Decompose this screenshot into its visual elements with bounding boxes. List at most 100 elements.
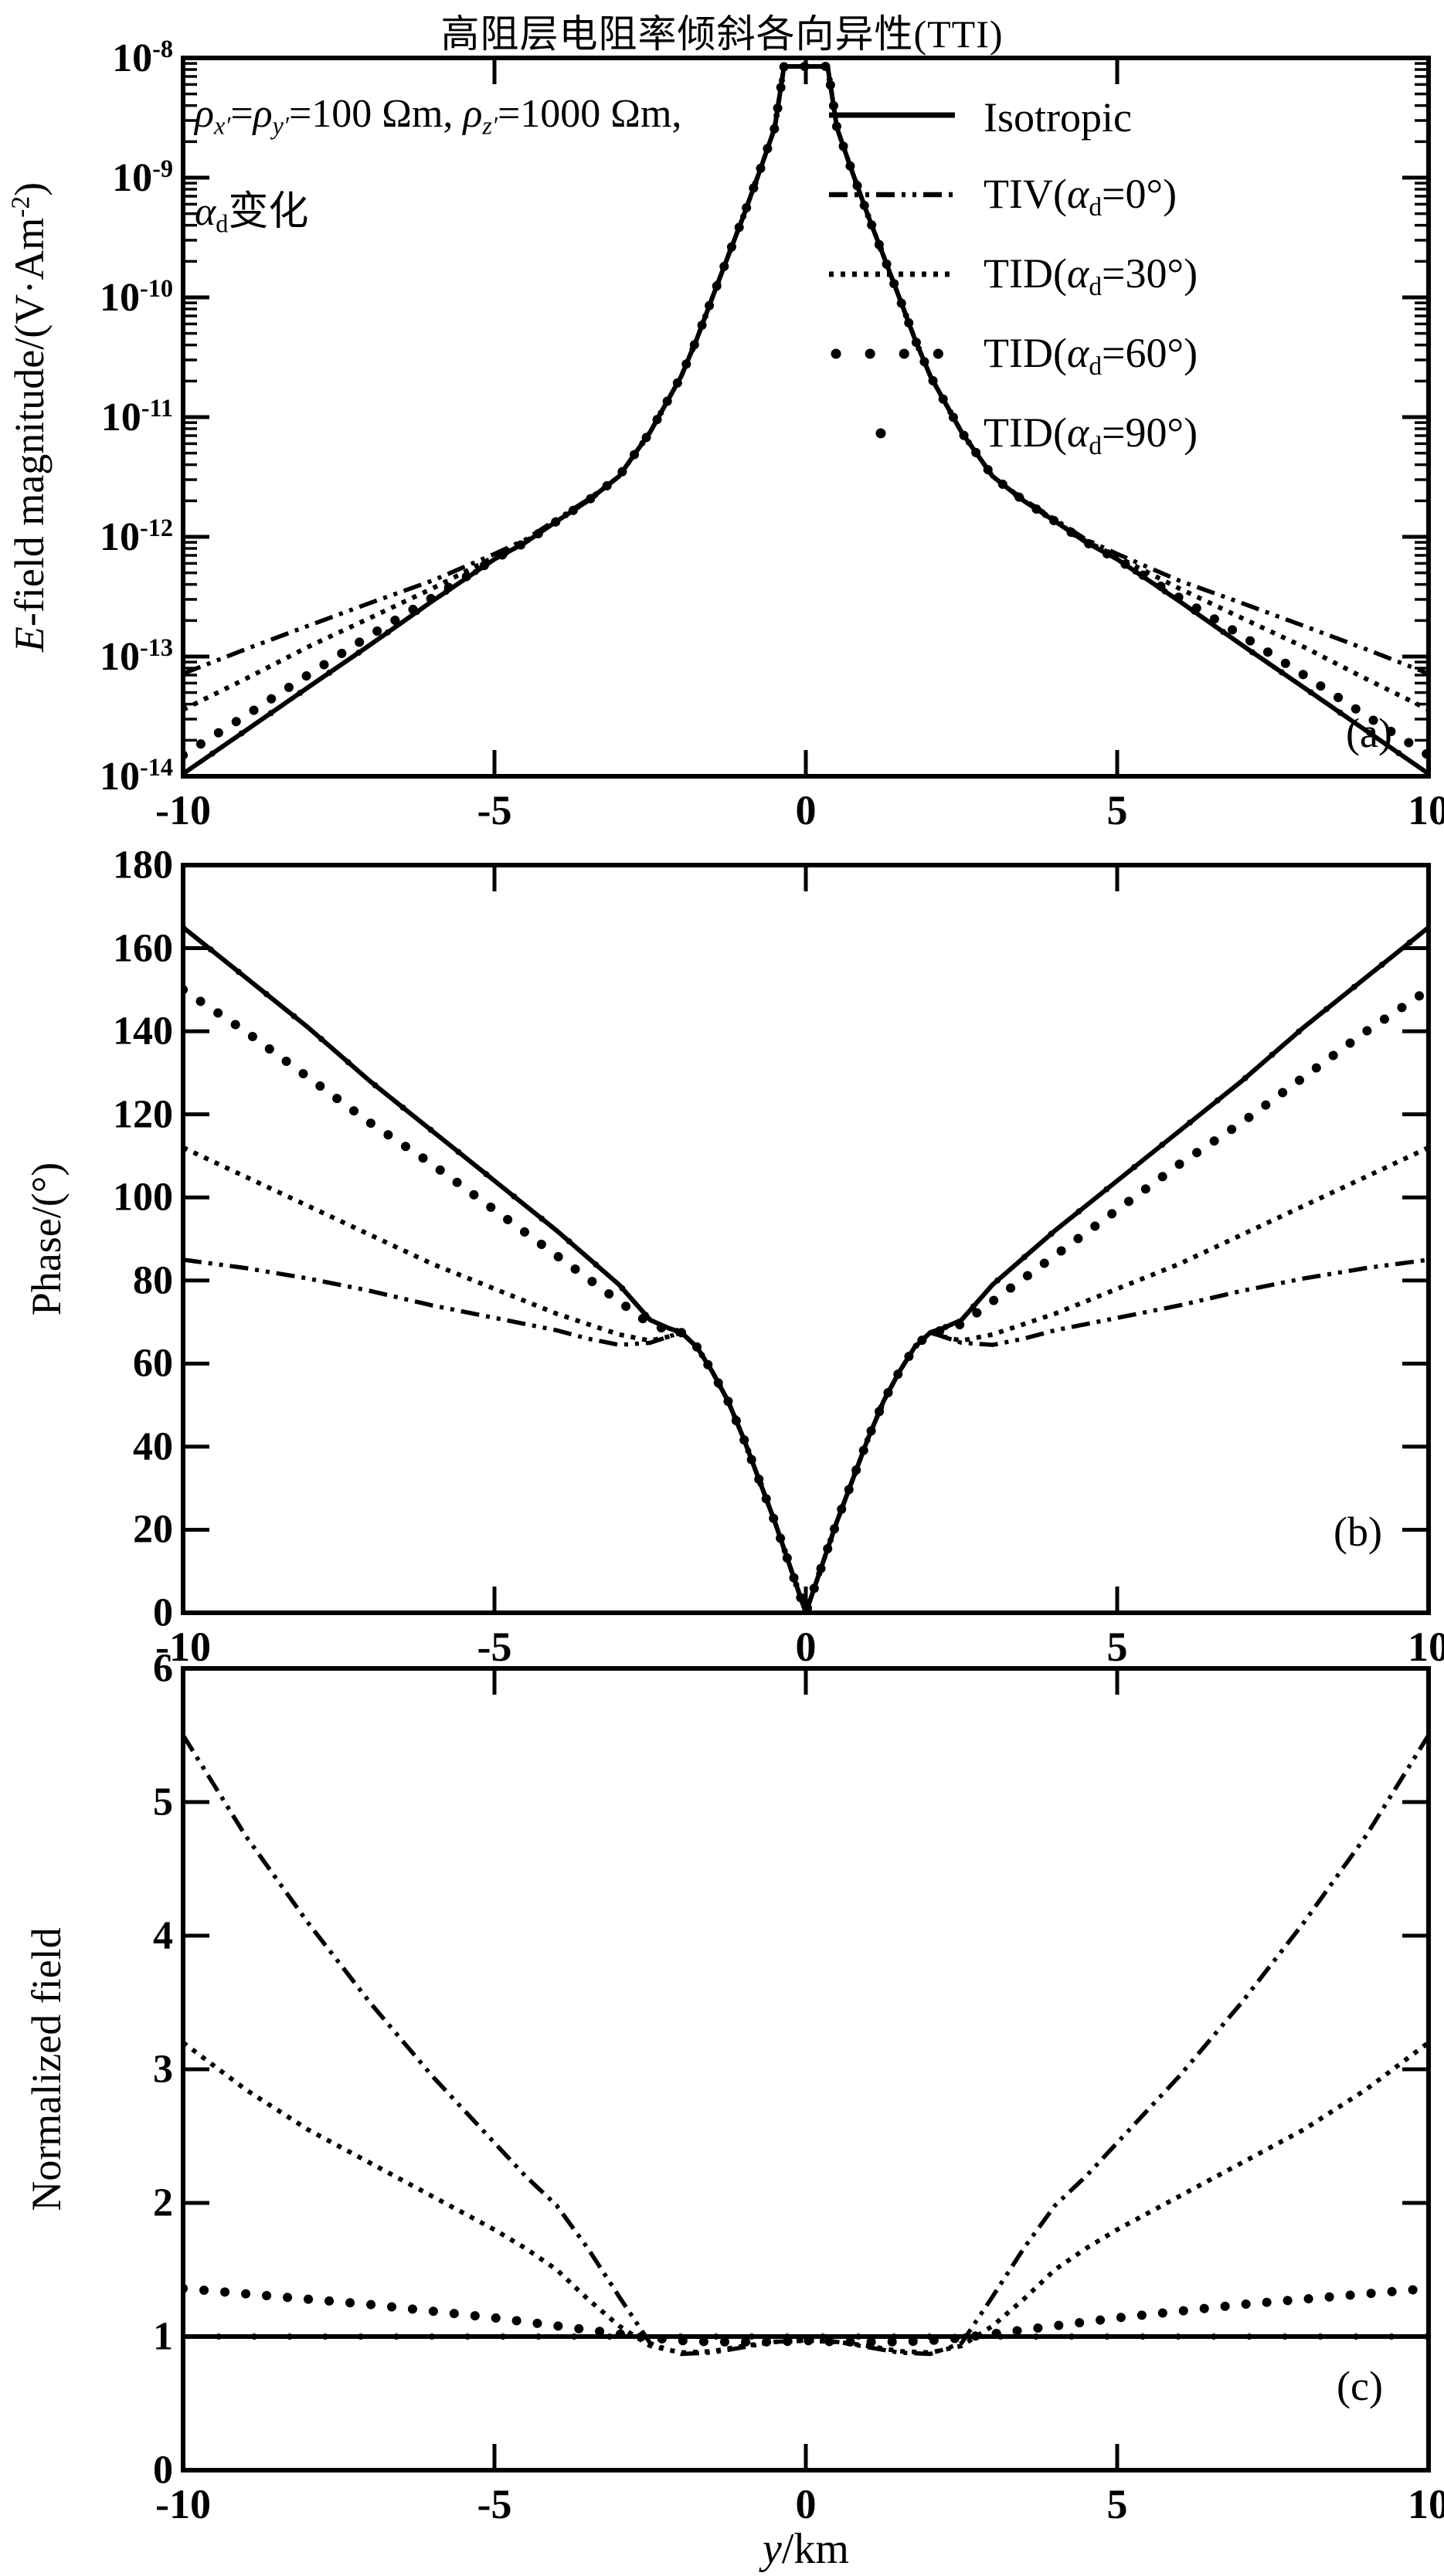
panel-a-border (181, 56, 1431, 779)
series-tid90-dot (781, 1547, 788, 1554)
series-tid90-dot (639, 440, 646, 446)
series-tid90-dot (878, 246, 885, 253)
legend-item-tiv0: TIV(αd=0°) (825, 157, 1198, 236)
series-tid90-dot (1278, 669, 1285, 676)
series-tid90-dot (642, 1312, 649, 1319)
series-tid90-dot (841, 145, 848, 152)
y-tick-label-a: 10-12 (100, 514, 173, 559)
series-tid90-dot (1395, 749, 1402, 756)
series-tid90-dot (1041, 511, 1048, 518)
series-tid90-dot (183, 770, 186, 776)
series-tid90-dot (779, 77, 786, 84)
series-tid90-dot (216, 2333, 222, 2340)
series-tid90-dot (852, 179, 859, 186)
series-tid90-dot (1075, 1208, 1082, 1215)
series-tid90-dot (752, 180, 759, 187)
series-tid90-dot (297, 690, 304, 697)
series-tid90-dot (483, 1171, 490, 1178)
series-tid30-curve (183, 2041, 1429, 2355)
series-tid90-dot (535, 2333, 542, 2340)
annotation-line2: αd变化 (195, 189, 309, 238)
series-tid90-dot (592, 492, 599, 499)
y-tick-label-b: 80 (133, 1258, 173, 1303)
series-tid90-dot (749, 2333, 755, 2340)
series-tid90-dot (802, 63, 809, 70)
x-tick-label-b: 10 (1408, 1624, 1444, 1670)
series-tiv0-curve (183, 64, 1429, 676)
series-tid90-dot (732, 1414, 739, 1421)
series-tid90-dot (1307, 689, 1314, 696)
legend-item-tid90: TID(αd=90°) (825, 395, 1198, 475)
series-tid90-dot (1021, 1254, 1028, 1261)
series-tid90-dot (1048, 1230, 1055, 1237)
legend-sample-iso (825, 105, 960, 129)
series-tid90-dot (399, 1104, 406, 1111)
y-tick-label-c: 4 (153, 1913, 173, 1958)
series-tid90-dot (894, 1373, 901, 1380)
series-tid90-dot (674, 378, 681, 385)
x-tick-label-c: -10 (155, 2481, 211, 2527)
series-tid90-dot (464, 2333, 471, 2340)
legend-label-tid60: TID(αd=60°) (984, 330, 1198, 382)
y-axis-title-a: E-field magnitude/(V·Am-2) (6, 182, 53, 653)
legend: Isotropic TIV(αd=0°) TID(αd=30°) TID(αd=60°… (825, 77, 1198, 475)
series-tid90-dot (916, 345, 922, 352)
x-tick-label-c: 5 (1106, 2481, 1128, 2527)
series-tid90-dot (855, 2333, 861, 2340)
series-tid90-dot (1353, 2333, 1359, 2340)
panel-c-plot (181, 1666, 1431, 2472)
legend-line-tid60 (831, 348, 958, 359)
series-tid90-dot (698, 1352, 705, 1359)
x-tick-label-b: -10 (155, 1624, 211, 1670)
y-tick-label-b: 120 (113, 1092, 173, 1137)
y-tick-label-b: 100 (113, 1175, 173, 1220)
series-tid90-dot (384, 629, 391, 636)
series-tid90-dot (773, 112, 780, 119)
series-tid90-dot (1269, 1051, 1276, 1058)
series-tid90-dot (1249, 649, 1255, 656)
legend-line-tiv0 (829, 192, 955, 198)
series-tid90-dot (1317, 2333, 1323, 2340)
series-tid90-dot (290, 1013, 297, 1020)
series-tid90-dot (715, 280, 722, 287)
x-tick-label-b: -5 (477, 1624, 512, 1670)
series-tid90-dot (238, 730, 245, 737)
series-tid90-dot (926, 2333, 933, 2340)
legend-item-iso: Isotropic (825, 77, 1198, 157)
series-tid90-dot (455, 1149, 462, 1156)
x-tick-label-a: 0 (795, 787, 817, 833)
series-tid90-dot (533, 531, 540, 538)
series-tid90-dot (427, 1126, 434, 1133)
series-tid90-dot (372, 1082, 379, 1089)
series-tid90-dot (851, 1470, 858, 1477)
series-tid90-dot (1214, 1097, 1221, 1104)
y-tick-label-a: 10-9 (112, 154, 173, 200)
series-tid90-dot (322, 2333, 328, 2340)
y-tick-label-c: 3 (153, 2047, 173, 2092)
figure-title: 高阻层电阻率倾斜各向异性(TTI) (440, 12, 1004, 56)
series-tid90-dot (1102, 549, 1109, 556)
series-tid90-dot (1159, 1142, 1166, 1149)
series-tid90-dot (1406, 939, 1413, 946)
legend-line-tid30 (829, 271, 955, 277)
y-tick-label-b: 0 (153, 1590, 173, 1635)
series-tiv0-curve (183, 1257, 1429, 1613)
series-tid90-dot (816, 1570, 823, 1577)
y-tick-label-a: 10-8 (112, 35, 173, 80)
series-tid90-dot (1033, 2333, 1039, 2340)
series-tid90-dot (1161, 588, 1168, 595)
series-tid90-dot (318, 1036, 324, 1043)
series-tid90-dot (793, 1581, 800, 1588)
series-tid90-dot (1242, 1074, 1249, 1081)
series-tid90-dot (1175, 2333, 1181, 2340)
series-tid90-dot (827, 1536, 834, 1543)
x-tick-label-c: 0 (795, 2481, 817, 2527)
series-tid90-dot (1378, 961, 1385, 968)
panel-letter-a: (a) (1346, 710, 1392, 756)
series-tid90-dot (511, 1193, 518, 1200)
y-tick-label-b: 140 (113, 1009, 173, 1054)
series-tid90-dot (1140, 2333, 1146, 2340)
y-tick-label-a: 10-10 (100, 274, 173, 320)
series-tid90-dot (207, 946, 214, 953)
series-tid90-dot (566, 1238, 573, 1245)
